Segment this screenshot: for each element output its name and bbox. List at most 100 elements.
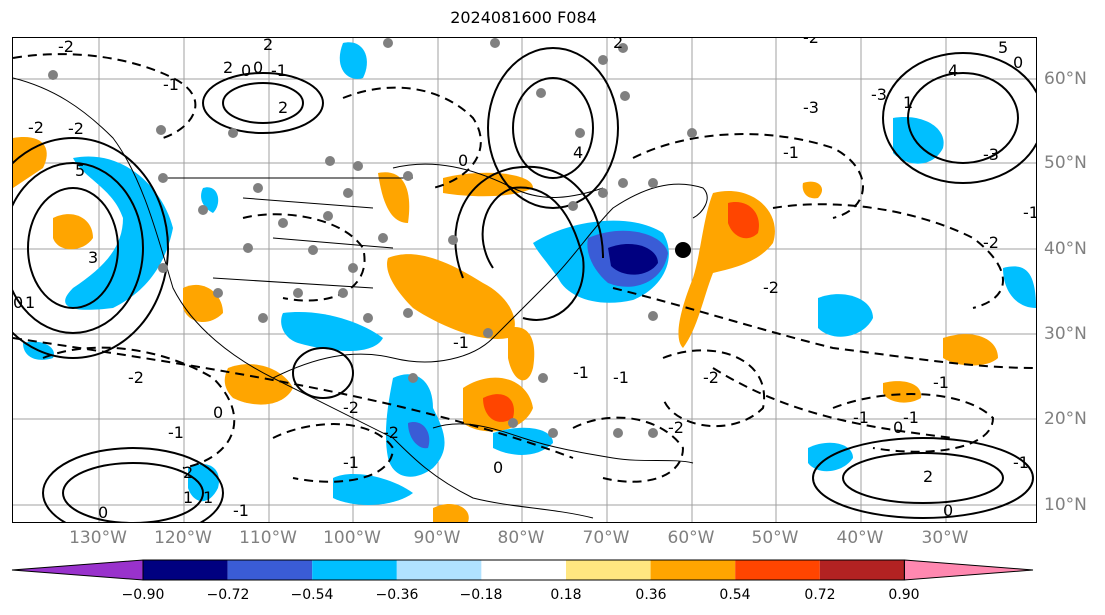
lon-label: 130°W [69, 528, 127, 548]
contour-labels: 2-20-12-1-25-32-3445-3-2311-10-2-1-2-1-1… [13, 38, 1036, 522]
colorbar-tick: −0.90 [121, 587, 165, 603]
colorbar-segment [481, 560, 566, 580]
lon-label: 100°W [323, 528, 381, 548]
lon-label: 40°W [836, 528, 884, 548]
contour-label: -2 [803, 38, 819, 47]
colorbar-segment [566, 560, 651, 580]
colorbar-segment [650, 560, 736, 580]
contour-label: -2 [68, 119, 84, 138]
colorbar-tick: −0.18 [459, 587, 503, 603]
lon-label: 30°W [921, 528, 969, 548]
contour-label: 0 [253, 58, 263, 77]
contour-label: -1 [903, 408, 919, 427]
lon-label: 80°W [497, 528, 545, 548]
colorbar-tick: 0.72 [804, 587, 836, 603]
colorbar-segment [143, 560, 228, 580]
lon-label: 60°W [667, 528, 715, 548]
contour-label: -1 [613, 368, 629, 387]
lat-label: 20°N [1044, 409, 1087, 429]
colorbar-tick: 0.18 [550, 587, 582, 603]
colorbar-outline [142, 559, 905, 581]
contour-label: -2 [28, 118, 44, 137]
colorbar-tick: 0.36 [635, 587, 667, 603]
contour-label: 2 [278, 98, 288, 117]
location-marker[interactable] [675, 242, 691, 258]
contour-label: 0 [241, 61, 251, 80]
contour-label: 1 [25, 293, 35, 312]
colorbar-tick: 0.90 [888, 587, 920, 603]
contour-label: 5 [75, 161, 85, 180]
contour-label: -3 [871, 85, 887, 104]
contour-label: -1 [233, 501, 249, 520]
shaded-field [13, 42, 1036, 522]
contour-label: -1 [933, 373, 949, 392]
contour-label: 2 [183, 463, 193, 482]
contour-label: 5 [998, 38, 1008, 57]
contour-label: 0 [98, 503, 108, 522]
map-panel[interactable]: 2-20-12-1-25-32-3445-3-2311-10-2-1-2-1-1… [12, 37, 1037, 523]
colorbar-segment [396, 560, 482, 580]
contour-label: -3 [983, 145, 999, 164]
contour-label: -1 [271, 61, 287, 80]
contour-label: 0 [943, 501, 953, 520]
coastlines [13, 77, 708, 519]
station-markers [48, 38, 697, 438]
contour-label: -2 [343, 398, 359, 417]
contour-label: -2 [983, 233, 999, 252]
contour-label: 2 [613, 38, 623, 52]
contour-label: 3 [88, 248, 98, 267]
contour-label: 1 [183, 488, 193, 507]
contour-label: 4 [948, 61, 958, 80]
colorbar-segment [819, 560, 905, 580]
colorbar [11, 559, 1034, 581]
lon-label: 70°W [582, 528, 630, 548]
colorbar-segment [11, 559, 144, 581]
contour-label: -1 [573, 363, 589, 382]
contour-label: 1 [203, 488, 213, 507]
contour-label: 0 [493, 458, 503, 477]
map-canvas: 2-20-12-1-25-32-3445-3-2311-10-2-1-2-1-1… [13, 38, 1036, 522]
contour-label: -1 [453, 333, 469, 352]
lat-label: 50°N [1044, 153, 1087, 173]
contour-label: -1 [343, 453, 359, 472]
contour-label: -3 [803, 98, 819, 117]
colorbar-tick: −0.54 [290, 587, 334, 603]
contour-label: -2 [668, 418, 684, 437]
contour-label: -2 [703, 368, 719, 387]
lat-label: 40°N [1044, 239, 1087, 259]
contour-label: 1 [903, 93, 913, 112]
contour-label: -2 [763, 278, 779, 297]
lat-label: 30°N [1044, 324, 1087, 344]
contour-label: -1 [163, 75, 179, 94]
contour-label: -1 [1013, 453, 1029, 472]
colorbar-segment [735, 560, 820, 580]
lon-label: 50°W [751, 528, 799, 548]
map-title: 2024081600 F084 [450, 8, 597, 27]
contour-label: 2 [263, 38, 273, 54]
contour-label: -2 [58, 38, 74, 56]
lon-label: 120°W [154, 528, 212, 548]
colorbar-segment [903, 559, 1034, 581]
contour-label: 0 [213, 403, 223, 422]
contour-label: -1 [1023, 203, 1036, 222]
colorbar-tick: 0.54 [719, 587, 751, 603]
contour-label: -1 [853, 408, 869, 427]
contour-label: 0 [13, 293, 23, 312]
contours-negative [13, 53, 1036, 483]
colorbar-tick: −0.36 [375, 587, 419, 603]
colorbar-tick: −0.72 [206, 587, 250, 603]
contour-label: -1 [783, 143, 799, 162]
colorbar-segment [227, 560, 313, 580]
lon-label: 90°W [413, 528, 461, 548]
contour-label: -1 [168, 423, 184, 442]
lon-label: 110°W [239, 528, 297, 548]
lat-label: 60°N [1044, 69, 1087, 89]
contours-positive [13, 47, 1036, 522]
contour-label: 2 [923, 467, 933, 486]
contour-label: 0 [1013, 53, 1023, 72]
contour-label: -2 [128, 368, 144, 387]
contour-label: 0 [458, 151, 468, 170]
contour-label: -2 [383, 423, 399, 442]
contour-label: 2 [223, 58, 233, 77]
contour-label: 0 [893, 418, 903, 437]
